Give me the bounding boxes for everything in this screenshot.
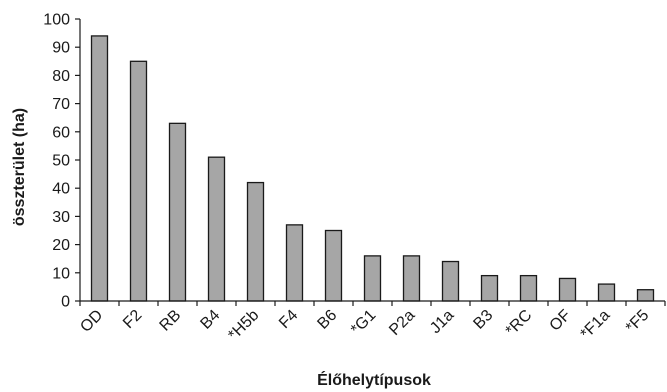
x-tick-label: OD <box>77 307 106 336</box>
x-tick-label: B4 <box>197 307 223 333</box>
bar-od <box>90 35 109 302</box>
x-tick-label: *F5 <box>623 307 653 337</box>
bar-of <box>558 277 577 302</box>
y-axis-title: összterület (ha) <box>11 108 28 226</box>
bar-f2 <box>129 60 148 302</box>
x-tick-label: *F1a <box>577 307 613 343</box>
x-tick-label: *RC <box>503 307 536 340</box>
y-tick-label: 40 <box>52 181 70 198</box>
bar-star-rc <box>519 274 538 302</box>
x-tick-label: F2 <box>120 307 145 332</box>
bar-star-g1 <box>363 255 382 302</box>
x-tick-label: B3 <box>470 307 496 333</box>
y-tick-label: 70 <box>52 96 70 113</box>
x-tick-label: *G1 <box>348 307 380 339</box>
x-tick-label: OF <box>547 307 575 335</box>
bar-star-f5 <box>636 289 655 302</box>
y-tick-label: 0 <box>61 294 70 311</box>
bar-rb <box>168 122 187 302</box>
x-tick-label: RB <box>157 307 185 335</box>
y-tick-label: 100 <box>43 12 70 29</box>
x-tick-label: F4 <box>276 307 301 332</box>
y-tick-label: 60 <box>52 124 70 141</box>
x-axis-title: Élőhelytípusok <box>317 370 431 389</box>
x-tick-label: *H5b <box>225 307 262 344</box>
y-tick-label: 30 <box>52 209 70 226</box>
bars <box>90 35 655 302</box>
y-tick-label: 90 <box>52 40 70 57</box>
bar-j1a <box>441 260 460 302</box>
bar-p2a <box>402 255 421 302</box>
y-axis: 0 10 20 30 40 50 60 70 80 90 100 <box>43 12 81 311</box>
x-axis: OD F2 RB B4 *H5b F4 B6 *G1 P2a J1a B3 *RC OF *F1a *F5 <box>77 300 666 344</box>
y-tick-label: 50 <box>52 153 70 170</box>
x-tick-label: B6 <box>314 307 340 333</box>
bar-b6 <box>324 229 343 302</box>
y-tick-label: 20 <box>52 237 70 254</box>
y-tick-label: 10 <box>52 265 70 282</box>
y-tick-label: 80 <box>52 68 70 85</box>
bar-f4 <box>285 224 304 302</box>
bar-star-h5b <box>246 181 265 302</box>
bar-b4 <box>207 156 226 302</box>
x-tick-label: J1a <box>427 307 457 337</box>
bar-b3 <box>480 274 499 302</box>
x-tick-label: P2a <box>386 307 418 339</box>
bar-star-f1a <box>597 283 616 302</box>
